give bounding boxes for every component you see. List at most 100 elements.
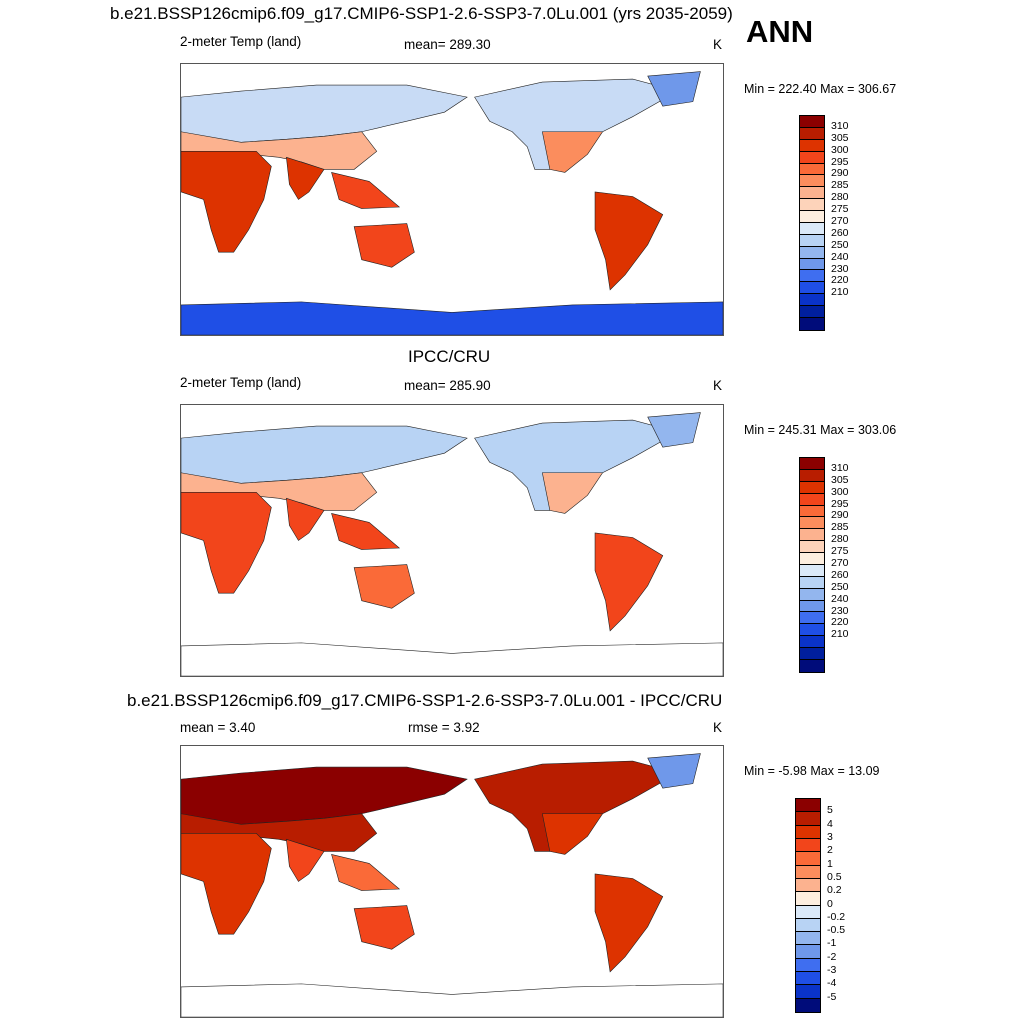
panel3-colorbar-tick-label: -1: [827, 937, 837, 950]
panel2-colorbar-tick-label: 220: [831, 616, 849, 629]
panel1-colorbar-tick-label: 220: [831, 274, 849, 287]
panel1-northamerica-south: [541, 131, 604, 173]
panel2-colorbar-swatch: [800, 529, 824, 542]
panel2-colorbar-swatch: [800, 600, 824, 613]
panel2-antarctica: [181, 642, 723, 676]
panel3-colorbar-swatch: [796, 985, 820, 999]
panel3-greenland: [647, 753, 701, 789]
panel3-units: K: [713, 720, 723, 735]
panel2-colorbar-swatch: [800, 458, 824, 470]
panel1-greenland: [647, 71, 701, 107]
panel1-colorbar-swatch: [800, 151, 824, 164]
panel1-colorbar-tick-label: 250: [831, 238, 849, 251]
panel2-colorbar-tick-label: 230: [831, 604, 849, 617]
panel1-colorbar-tick-label: 210: [831, 286, 849, 299]
panel1-units: K: [713, 37, 723, 52]
panel3-india: [286, 838, 325, 882]
panel2-colorbar-tick-label: 240: [831, 592, 849, 605]
panel3-colorbar-tick-label: 0.5: [827, 870, 842, 883]
panel2-colorbar-swatch: [800, 612, 824, 625]
panel3-mean: mean = 3.40: [180, 720, 256, 735]
panel3-colorbar-tick-label: -5: [827, 990, 837, 1003]
panel2-colorbar-swatch: [800, 576, 824, 589]
panel2-colorbar-swatch: [800, 648, 824, 660]
panel3-seasia: [331, 853, 401, 891]
panel1-colorbar-swatch: [800, 199, 824, 211]
panel2-minmax: Min = 245.31 Max = 303.06: [744, 423, 897, 437]
panel1-southamerica: [594, 191, 664, 291]
panel3-colorbar-swatch: [796, 945, 820, 959]
panel1-colorbar-swatch: [800, 317, 824, 330]
panel1-colorbar-tick-label: 295: [831, 155, 849, 168]
panel1-colorbar-swatch: [800, 139, 824, 152]
panel3-colorbar-tick-label: 0.2: [827, 884, 842, 897]
panel3-minmax: Min = -5.98 Max = 13.09: [744, 764, 880, 778]
panel3-colorbar-tick-label: 4: [827, 817, 833, 830]
panel2-colorbar-swatch: [800, 636, 824, 648]
panel1-colorbar-tick-label: 300: [831, 143, 849, 156]
panel2-colorbar-swatch: [800, 553, 824, 565]
panel3-colorbar: [795, 798, 821, 1013]
panel1-colorbar-swatch: [800, 211, 824, 223]
panel3-colorbar-swatch: [796, 998, 820, 1012]
panel2-colorbar-swatch: [800, 481, 824, 494]
panel2-map: [180, 404, 724, 677]
panel1-colorbar-swatch: [800, 282, 824, 295]
panel3-colorbar-swatch: [796, 865, 820, 879]
panel3-colorbar-tick-label: -2: [827, 950, 837, 963]
panel3-colorbar-swatch: [796, 812, 820, 826]
panel1-colorbar-swatch: [800, 127, 824, 140]
panel2-colorbar-swatch: [800, 469, 824, 482]
panel2-map-svg: [181, 412, 723, 676]
season-label: ANN: [746, 14, 814, 49]
panel1-antarctica: [181, 301, 723, 335]
panel3-colorbar-tick-label: -3: [827, 964, 837, 977]
panel1-colorbar-swatch: [800, 222, 824, 235]
panel1-colorbar-tick-label: 285: [831, 179, 849, 192]
panel2-mean: mean= 285.90: [404, 378, 491, 393]
panel3-colorbar-tick-label: -0.2: [827, 910, 846, 923]
panel2-colorbar-tick-label: 310: [831, 461, 849, 474]
panel3-colorbar-swatch: [796, 958, 820, 973]
panel3-rmse: rmse = 3.92: [408, 720, 480, 735]
panel3-title: b.e21.BSSP126cmip6.f09_g17.CMIP6-SSP1-2.…: [127, 691, 723, 710]
panel3-colorbar-swatch: [796, 932, 820, 946]
panel2-eurasia-north: [181, 425, 468, 484]
panel2-colorbar-tick-label: 250: [831, 580, 849, 593]
panel3-northamerica-south: [541, 813, 604, 855]
panel1-colorbar-swatch: [800, 163, 824, 176]
panel1-seasia: [331, 171, 401, 209]
panel3-australia: [353, 905, 415, 950]
panel2-colorbar-tick-label: 305: [831, 473, 849, 486]
panel1-colorbar-swatch: [800, 187, 824, 200]
panel1-india: [286, 156, 325, 200]
panel1-colorbar-swatch: [800, 258, 824, 271]
panel2-colorbar-tick-label: 275: [831, 545, 849, 558]
panel3-colorbar-swatch: [796, 852, 820, 866]
panel2-colorbar-tick-label: 300: [831, 485, 849, 498]
panel3-colorbar-swatch: [796, 918, 820, 933]
panel3-eurasia-north: [181, 766, 468, 825]
panel1-map: [180, 63, 724, 336]
panel3-colorbar-swatch: [796, 892, 820, 906]
panel2-colorbar-swatch: [800, 541, 824, 553]
panel1-colorbar-tick-label: 270: [831, 215, 849, 227]
panel3-colorbar-tick-label: 0: [827, 897, 833, 910]
panel1-colorbar-tick-label: 275: [831, 203, 849, 216]
panel1-colorbar-swatch: [800, 294, 824, 306]
panel1-colorbar-swatch: [800, 234, 824, 247]
panel2-colorbar-tick-label: 280: [831, 533, 849, 546]
panel3-antarctica: [181, 983, 723, 1017]
panel3-colorbar-swatch: [796, 878, 820, 893]
panel3-colorbar-swatch: [796, 799, 820, 813]
panel3-africa: [181, 833, 272, 935]
panel3-colorbar-tick-label: 1: [827, 857, 833, 870]
panel2-southamerica: [594, 532, 664, 632]
panel3-colorbar-tick-label: 3: [827, 830, 833, 843]
panel1-mean: mean= 289.30: [404, 37, 491, 52]
panel3-map-svg: [181, 753, 723, 1017]
panel1-colorbar: [799, 115, 825, 331]
panel3-map: [180, 745, 724, 1018]
panel1-colorbar-tick-label: 230: [831, 262, 849, 275]
panel1-colorbar-tick-label: 240: [831, 250, 849, 263]
